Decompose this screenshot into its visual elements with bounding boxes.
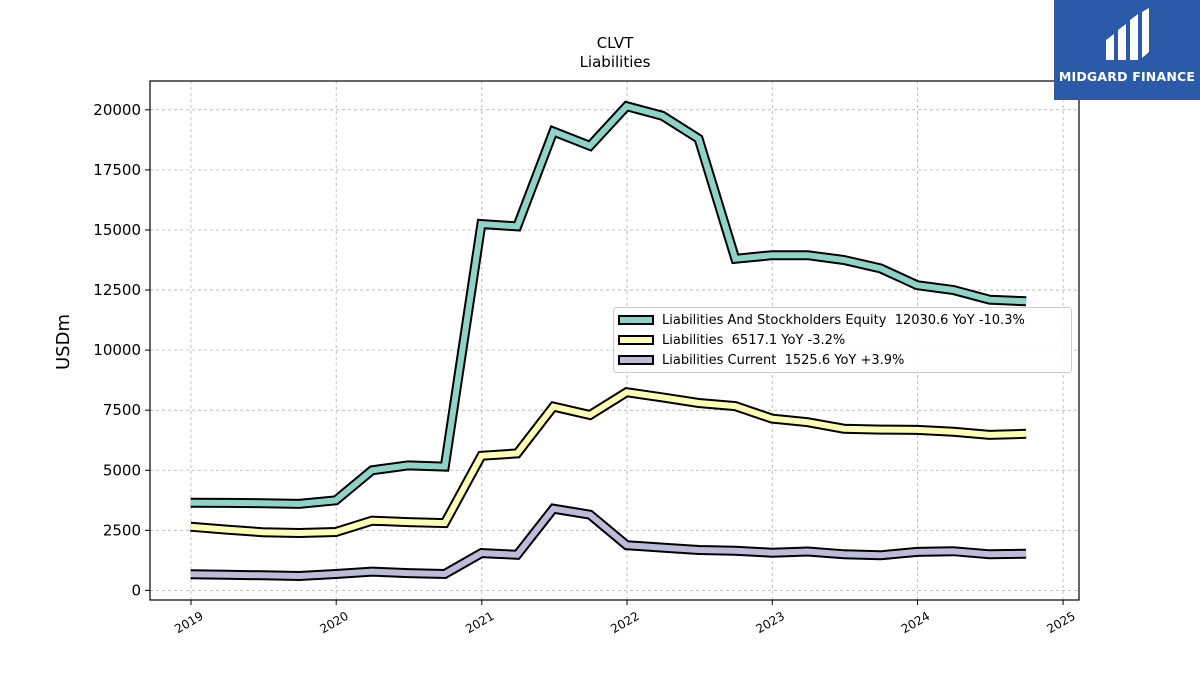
legend-swatch-equity — [618, 315, 654, 325]
legend-item-liabilities: Liabilities 6517.1 YoY -3.2% — [618, 331, 845, 349]
series-outline-liabilities-current — [190, 503, 1027, 582]
legend-item-equity: Liabilities And Stockholders Equity 1203… — [618, 311, 1025, 329]
y-tick-label: 17500 — [93, 161, 141, 179]
x-tick-label: 2020 — [317, 609, 350, 636]
logo-text: MIDGARD FINANCE — [1058, 69, 1196, 84]
y-tick-label: 2500 — [103, 521, 141, 539]
axes: 0 2500 5000 7500 10000 12500 15000 17500 20000 20… — [93, 101, 1078, 636]
y-tick-label: 7500 — [103, 401, 141, 419]
chart-subtitle: Liabilities — [580, 53, 651, 71]
legend-item-current: Liabilities Current 1525.6 YoY +3.9% — [618, 351, 904, 369]
legend: Liabilities And Stockholders Equity 1203… — [613, 307, 1072, 373]
series-outline-liabilities — [190, 386, 1027, 539]
series-layer — [190, 100, 1027, 582]
series-outline-liabilities-and-stockholders-equity — [190, 100, 1027, 509]
legend-label-current: Liabilities Current 1525.6 YoY +3.9% — [662, 352, 905, 368]
y-tick-label: 15000 — [93, 221, 141, 239]
y-tick-label: 10000 — [93, 341, 141, 359]
x-tick-label: 2019 — [172, 609, 205, 636]
legend-label-equity: Liabilities And Stockholders Equity 1203… — [662, 312, 1025, 328]
legend-swatch-current — [618, 355, 654, 365]
series-line-liabilities-current — [190, 505, 1027, 580]
y-tick-label: 0 — [131, 581, 141, 599]
legend-swatch-liabilities — [618, 335, 654, 345]
y-axis-label: USDm — [53, 314, 74, 370]
chart-title: CLVT — [597, 34, 634, 52]
logo-mark-icon — [1106, 8, 1149, 60]
series-line-liabilities-and-stockholders-equity — [190, 102, 1027, 507]
x-tick-label: 2024 — [899, 609, 932, 636]
x-tick-label: 2023 — [754, 609, 787, 636]
y-tick-label: 5000 — [103, 461, 141, 479]
x-tick-label: 2025 — [1044, 609, 1077, 636]
x-tick-label: 2021 — [463, 609, 496, 636]
series-line-liabilities — [190, 389, 1027, 537]
plot-frame — [149, 80, 1080, 601]
y-tick-label: 20000 — [93, 101, 141, 119]
x-tick-label: 2022 — [608, 609, 641, 636]
y-tick-label: 12500 — [93, 281, 141, 299]
legend-label-liabilities: Liabilities 6517.1 YoY -3.2% — [662, 332, 846, 348]
brand-logo: MIDGARD FINANCE — [1054, 0, 1200, 100]
